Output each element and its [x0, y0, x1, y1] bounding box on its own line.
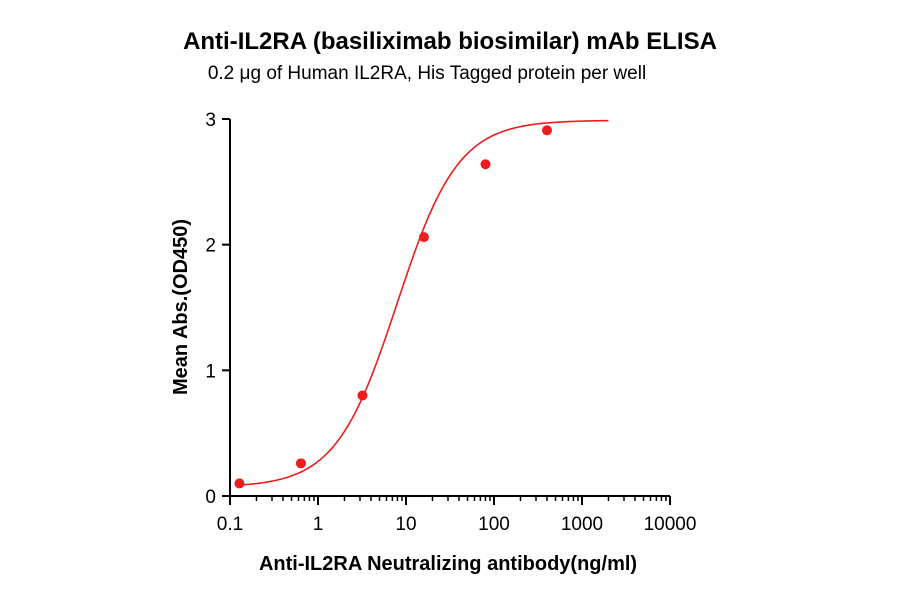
data-point [295, 458, 306, 469]
y-axis-label: Mean Abs.(OD450) [170, 219, 192, 395]
data-point [234, 478, 245, 489]
x-tick-label: 100 [478, 514, 510, 535]
data-point [480, 159, 491, 170]
chart-title: Anti-IL2RA (basiliximab biosimilar) mAb … [183, 28, 717, 55]
x-tick-label: 1 [313, 514, 324, 535]
data-points [234, 125, 552, 489]
x-tick-label: 0.1 [217, 514, 243, 535]
data-point [357, 390, 368, 401]
data-point [541, 125, 552, 136]
x-tick-label: 10000 [644, 514, 697, 535]
x-tick-label: 1000 [561, 514, 603, 535]
chart-subtitle: 0.2 μg of Human IL2RA, His Tagged protei… [208, 63, 646, 84]
x-axis-label: Anti-IL2RA Neutralizing antibody(ng/ml) [259, 553, 637, 575]
y-tick-label: 2 [205, 236, 216, 257]
y-tick-label: 3 [205, 110, 216, 131]
y-tick-label: 1 [205, 361, 216, 382]
y-tick-label: 0 [205, 487, 216, 508]
x-axis-ticks: 0.1 1 10 100 1000 10000 [217, 496, 697, 535]
x-tick-label: 10 [395, 514, 416, 535]
plot-area: 0 1 2 3 0.1 1 10 100 1000 10000 [205, 110, 696, 535]
data-point [418, 232, 429, 243]
fit-curve [239, 119, 609, 486]
y-axis-ticks: 0 1 2 3 [205, 110, 230, 508]
